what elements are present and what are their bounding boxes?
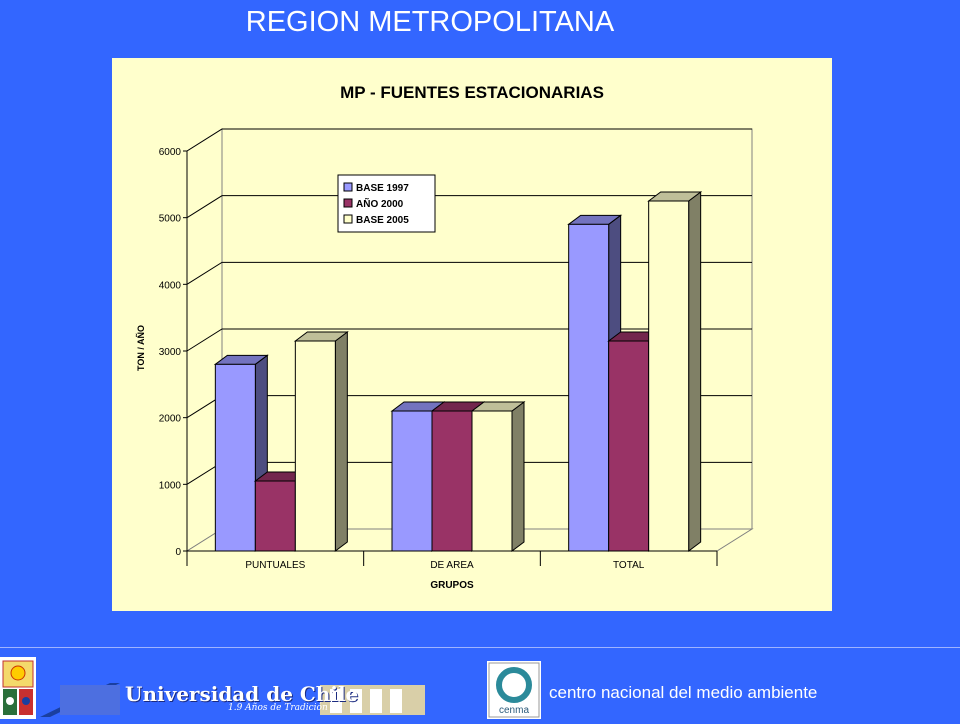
- bar: [431, 410, 473, 552]
- legend-box: [337, 174, 436, 233]
- y-tick-label: 2000: [159, 414, 182, 425]
- x-tick-label: DE AREA: [430, 560, 474, 571]
- y-gridline: [186, 195, 752, 219]
- bar-side: [334, 331, 348, 552]
- y-axis-label: TON / AÑO: [136, 325, 146, 371]
- y-tick-label: 4000: [159, 280, 182, 291]
- cenma-logo: cenma: [487, 661, 541, 719]
- slide-title: REGION METROPOLITANA: [245, 6, 615, 38]
- bar: [471, 410, 513, 552]
- bar-side: [688, 191, 702, 552]
- y-tick-label: 3000: [159, 347, 182, 358]
- university-seal-logo: [0, 657, 36, 719]
- x-tick-label: TOTAL: [613, 560, 645, 571]
- bars-layer: [213, 191, 703, 552]
- x-axis-label: GRUPOS: [430, 580, 474, 591]
- y-tick-label: 6000: [159, 147, 182, 158]
- legend-swatch: [343, 198, 353, 208]
- bar-side: [511, 401, 525, 552]
- bar: [294, 340, 336, 552]
- university-banner-graphic: [40, 683, 425, 717]
- y-tick-label: 1000: [159, 480, 182, 491]
- axes-layer: 0 1000 2000 3000 4000 5000 6000 PUNTUALES DE ARE…: [159, 147, 718, 571]
- bar: [608, 340, 650, 552]
- cenma-logo-text: cenma: [499, 705, 529, 716]
- chart-panel: MP - FUENTES ESTACIONARIAS TON / AÑO GRU…: [112, 58, 832, 611]
- legend-label: BASE 1997: [356, 183, 409, 194]
- y-tick-label: 0: [175, 547, 181, 558]
- legend-swatch: [343, 182, 353, 192]
- bar: [568, 223, 610, 552]
- y-tick-label: 5000: [159, 214, 182, 225]
- center-name: centro nacional del medio ambiente: [549, 683, 818, 702]
- bar: [648, 200, 690, 552]
- bar: [254, 480, 296, 552]
- chart-svg: MP - FUENTES ESTACIONARIAS TON / AÑO GRU…: [136, 83, 754, 591]
- footer-divider: [0, 647, 960, 648]
- y-gridline: [186, 128, 752, 152]
- bar: [391, 410, 433, 552]
- legend: BASE 1997 AÑO 2000 BASE 2005: [337, 174, 436, 233]
- bar: [214, 363, 256, 552]
- chart-title: MP - FUENTES ESTACIONARIAS: [340, 83, 604, 102]
- university-name: Universidad de Chile: [125, 682, 359, 706]
- legend-swatch: [343, 214, 353, 224]
- legend-label: AÑO 2000: [356, 197, 404, 210]
- x-tick-label: PUNTUALES: [245, 560, 305, 571]
- university-tagline: 1.9 Años de Tradición: [228, 703, 328, 713]
- legend-label: BASE 2005: [356, 215, 409, 226]
